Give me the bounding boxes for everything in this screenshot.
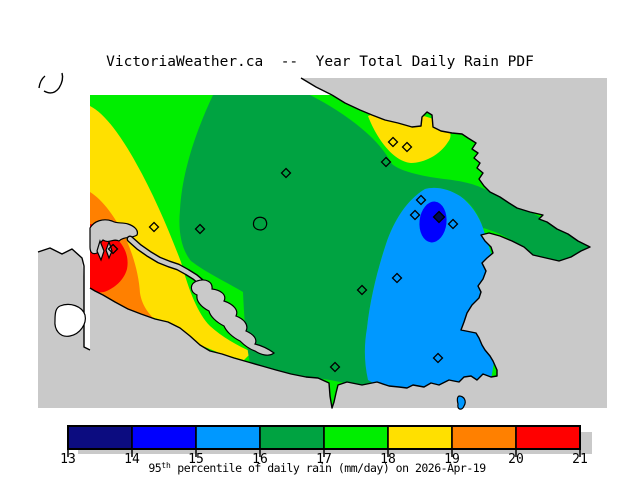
station-marker: [432, 352, 444, 364]
coastlines: [37, 72, 591, 409]
colorbar-tick-label-21: 21: [572, 452, 588, 467]
station-marker: [415, 194, 427, 206]
offshore-arc-large: [43, 72, 64, 94]
station-marker: [329, 361, 341, 373]
page-title: VictoriaWeather.ca -- Year Total Daily R…: [106, 54, 534, 70]
colorbar-tick-label-19: 19: [444, 452, 460, 467]
esquimalt-harbour: [190, 279, 275, 356]
colorbar-caption: 95th percentile of daily rain (mm/day) o…: [0, 461, 634, 475]
coastline-data-region: [89, 94, 591, 409]
station-marker: [401, 141, 413, 153]
sw-lake: [54, 303, 86, 337]
colorbar-segment-19-20: [451, 425, 517, 450]
zone-18-19-north-blob: [368, 111, 451, 163]
zone-15-16-southeast: [364, 187, 500, 398]
colorbar-segment-14-15: [131, 425, 197, 450]
caption-text: percentile of daily rain (mm/day) on 202…: [170, 461, 486, 475]
station-marker: [380, 156, 392, 168]
colorbar-tick-label-15: 15: [188, 452, 204, 467]
colorbar-segment-13-14: [67, 425, 133, 450]
station-marker: [447, 218, 459, 230]
station-marker: [432, 210, 446, 224]
station-markers: [107, 136, 459, 373]
colorbar-tick-label-13: 13: [60, 452, 76, 467]
sooke-channel: [127, 236, 204, 285]
coastal-islet: [456, 395, 466, 410]
colorbar-ticks: [67, 449, 581, 457]
zone-16-17-central: [179, 95, 590, 386]
caption-value: 95: [148, 461, 162, 475]
colorbar: [67, 425, 581, 450]
colorbar-tick-label-16: 16: [252, 452, 268, 467]
coastline-southwest-land: [37, 247, 91, 351]
caption-ordinal: th: [161, 461, 171, 470]
colorbar-segment-15-16: [195, 425, 261, 450]
coastline-north: [300, 77, 333, 96]
station-marker: [280, 167, 292, 179]
ocean-area: [38, 78, 332, 350]
colorbar-segment-18-19: [387, 425, 453, 450]
station-marker: [107, 243, 119, 255]
station-marker: [148, 221, 160, 233]
colorbar-tick-label-14: 14: [124, 452, 140, 467]
offshore-arc-small: [38, 75, 46, 89]
elk-lake-outline: [252, 216, 268, 231]
colorbar-segment-16-17: [259, 425, 325, 450]
sooke-harbour: [89, 219, 139, 255]
colorbar-tick-label-17: 17: [316, 452, 332, 467]
colorbar-segment-17-18: [323, 425, 389, 450]
colorbar-segment-20-21: [515, 425, 581, 450]
sooke-finger-1: [96, 239, 105, 262]
station-marker: [409, 209, 421, 221]
station-marker: [391, 272, 403, 284]
station-marker: [387, 136, 399, 148]
colorbar-tick-label-18: 18: [380, 452, 396, 467]
colorbar-tick-label-20: 20: [508, 452, 524, 467]
station-marker: [194, 223, 206, 235]
inlet-water: [89, 216, 275, 356]
station-marker: [356, 284, 368, 296]
